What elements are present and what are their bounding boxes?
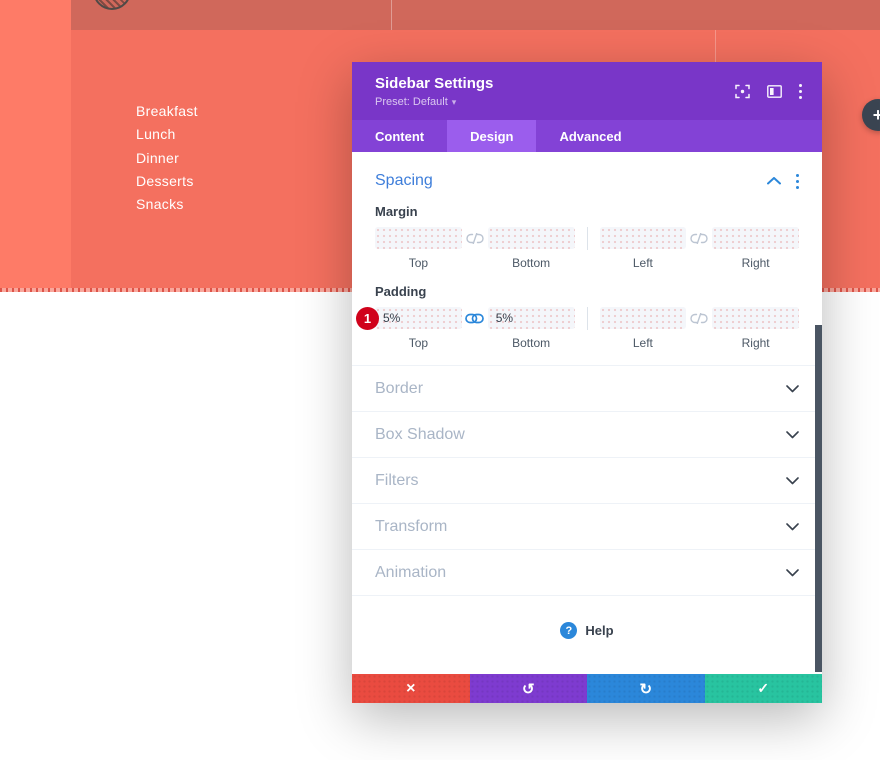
padding-top-input[interactable]	[375, 307, 462, 329]
add-section-button[interactable]: +	[862, 99, 880, 131]
spacing-title: Spacing	[375, 172, 433, 189]
page-header-band	[71, 0, 880, 30]
spacing-options-icon[interactable]	[796, 172, 799, 190]
undo-icon: ↺	[521, 680, 535, 698]
sidebar-settings-modal: Sidebar Settings Preset: Default ▾	[352, 62, 822, 703]
padding-inputs-row: 1 Top	[356, 307, 799, 350]
chevron-down-icon	[786, 472, 799, 490]
margin-label: Margin	[375, 204, 418, 219]
section-title: Filters	[375, 471, 419, 489]
chevron-down-icon	[786, 380, 799, 398]
section-box-shadow[interactable]: Box Shadow	[352, 411, 822, 457]
page-left-column	[0, 0, 71, 292]
spacing-panel: Spacing Margin	[352, 152, 822, 365]
section-title: Box Shadow	[375, 425, 465, 443]
section-title: Transform	[375, 517, 448, 535]
chevron-up-icon[interactable]	[767, 172, 781, 190]
menu-item-dinner[interactable]: Dinner	[136, 149, 180, 166]
help-row: ? Help	[352, 595, 822, 665]
expand-modal-icon[interactable]	[767, 84, 782, 98]
padding-bottom-label: Bottom	[512, 336, 551, 350]
modal-options-icon[interactable]	[799, 82, 802, 100]
chevron-down-icon	[786, 518, 799, 536]
menu-item-breakfast[interactable]: Breakfast	[136, 103, 198, 119]
help-icon[interactable]: ?	[560, 622, 578, 639]
chevron-down-icon	[786, 564, 799, 582]
annotation-badge: 1	[356, 307, 379, 330]
unlink-icon[interactable]	[686, 227, 712, 249]
link-icon[interactable]	[462, 307, 488, 329]
section-animation[interactable]: Animation	[352, 549, 822, 595]
redo-button[interactable]: ↻	[587, 674, 705, 703]
sidebar-menu: Breakfast Lunch Dinner Desserts Snacks	[136, 104, 198, 220]
margin-left-input[interactable]	[599, 227, 687, 249]
discard-button[interactable]: ×	[352, 674, 470, 703]
unlink-icon[interactable]	[686, 307, 712, 329]
modal-header[interactable]: Sidebar Settings Preset: Default ▾	[352, 62, 822, 120]
margin-top-label: Top	[408, 256, 429, 270]
tab-advanced[interactable]: Advanced	[559, 128, 622, 144]
margin-right-label: Right	[741, 256, 770, 270]
padding-right-label: Right	[741, 336, 770, 350]
modal-body: Spacing Margin	[352, 152, 822, 674]
spacing-toggle-header[interactable]: Spacing	[375, 172, 799, 190]
section-title: Animation	[375, 563, 447, 581]
save-button[interactable]: ✓	[704, 674, 822, 703]
pair-divider	[586, 307, 588, 330]
menu-item-snacks[interactable]: Snacks	[136, 196, 184, 213]
preset-label: Preset: Default	[375, 95, 448, 108]
column-divider	[391, 0, 392, 30]
padding-bottom-input[interactable]	[487, 307, 575, 329]
modal-footer: × ↺ ↻ ✓	[352, 674, 822, 703]
tab-design[interactable]: Design	[447, 120, 537, 152]
modal-header-icons	[735, 82, 802, 100]
padding-left-label: Left	[632, 336, 653, 350]
modal-title: Sidebar Settings	[375, 74, 494, 92]
tab-content[interactable]: Content	[375, 128, 425, 144]
scrollbar-thumb[interactable]	[815, 325, 822, 672]
section-title: Border	[375, 379, 424, 397]
menu-item-desserts[interactable]: Desserts	[136, 172, 194, 189]
padding-left-input[interactable]	[599, 307, 687, 329]
help-link[interactable]: Help	[585, 623, 614, 638]
chevron-down-icon: ▾	[451, 96, 457, 107]
hover-mode-icon[interactable]	[735, 84, 750, 99]
pair-divider	[586, 227, 588, 250]
section-border[interactable]: Border	[352, 365, 822, 411]
redo-icon: ↻	[639, 680, 653, 698]
menu-item-lunch[interactable]: Lunch	[136, 126, 176, 143]
section-filters[interactable]: Filters	[352, 457, 822, 503]
margin-top-input[interactable]	[375, 227, 462, 249]
padding-label: Padding	[375, 284, 427, 299]
section-transform[interactable]: Transform	[352, 503, 822, 549]
margin-left-label: Left	[632, 256, 653, 270]
close-icon: ×	[406, 679, 416, 697]
margin-bottom-label: Bottom	[512, 256, 551, 270]
margin-inputs-row: Top Bottom	[375, 227, 799, 270]
modal-header-titles: Sidebar Settings Preset: Default ▾	[375, 75, 493, 108]
undo-button[interactable]: ↺	[469, 674, 587, 703]
preset-selector[interactable]: Preset: Default ▾	[375, 96, 493, 108]
padding-top-label: Top	[408, 336, 429, 350]
plus-icon: +	[872, 104, 880, 125]
padding-right-input[interactable]	[712, 307, 799, 329]
margin-bottom-input[interactable]	[487, 227, 575, 249]
margin-right-input[interactable]	[712, 227, 799, 249]
check-icon: ✓	[757, 680, 770, 696]
chevron-down-icon	[786, 426, 799, 444]
unlink-icon[interactable]	[462, 227, 488, 249]
modal-tabs: Content Design Advanced	[352, 120, 822, 152]
